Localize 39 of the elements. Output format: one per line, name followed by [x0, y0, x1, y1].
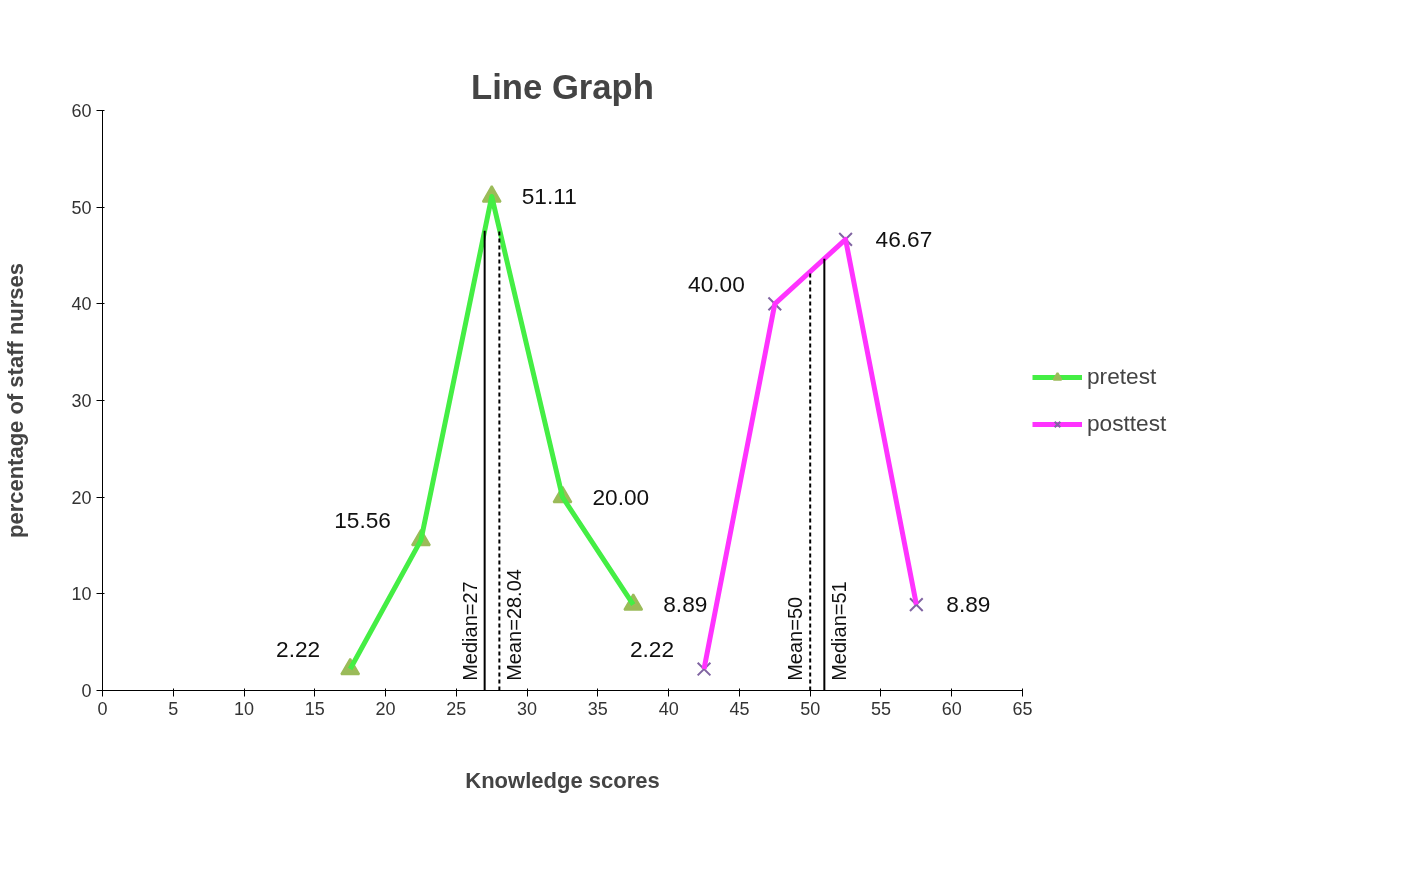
- data-label: 2.22: [629, 636, 675, 663]
- data-label: 46.67: [875, 225, 933, 252]
- x-tick-label: 30: [517, 698, 538, 719]
- data-label: 8.89: [663, 591, 708, 618]
- data-label: 8.89: [946, 591, 991, 618]
- data-label: 2.22: [276, 636, 321, 663]
- legend-label: posttest: [1087, 410, 1167, 437]
- y-tick-label: 60: [71, 101, 92, 121]
- y-tick-label: 20: [71, 487, 92, 508]
- x-tick-label: 60: [941, 698, 962, 719]
- ref-line-label: Mean=28.04: [503, 569, 526, 681]
- x-tick-label: 20: [375, 698, 396, 719]
- ref-line-label: Median=51: [828, 581, 851, 681]
- y-tick-label: 30: [71, 391, 92, 411]
- x-tick-label: 40: [658, 698, 679, 719]
- x-tick-label: 45: [729, 698, 750, 719]
- chart-title: Line Graph: [471, 67, 654, 106]
- x-tick-label: 65: [1012, 698, 1033, 719]
- x-tick-label: 35: [587, 698, 608, 719]
- y-tick-label: 50: [71, 197, 92, 218]
- ref-line-label: Mean=50: [784, 596, 807, 681]
- x-tick-label: 50: [800, 698, 821, 719]
- x-axis-title: Knowledge scores: [465, 767, 660, 793]
- x-tick-label: 5: [168, 698, 179, 719]
- x-tick-label: 15: [304, 698, 325, 719]
- data-label: 20.00: [592, 483, 650, 510]
- data-label: 51.11: [521, 182, 577, 209]
- y-tick-label: 10: [71, 584, 92, 605]
- y-tick-label: 40: [71, 294, 92, 315]
- x-tick-label: 0: [97, 698, 108, 719]
- x-tick-label: 25: [446, 698, 467, 719]
- data-label: 40.00: [688, 270, 745, 297]
- data-label: 15.56: [334, 507, 391, 534]
- ref-line-label: Median=27: [458, 581, 481, 681]
- x-tick-label: 10: [234, 698, 255, 719]
- y-axis-title: percentage of staff nurses: [3, 262, 29, 539]
- y-tick-label: 0: [81, 681, 92, 701]
- legend-label: pretest: [1087, 363, 1157, 390]
- x-tick-label: 55: [870, 698, 891, 719]
